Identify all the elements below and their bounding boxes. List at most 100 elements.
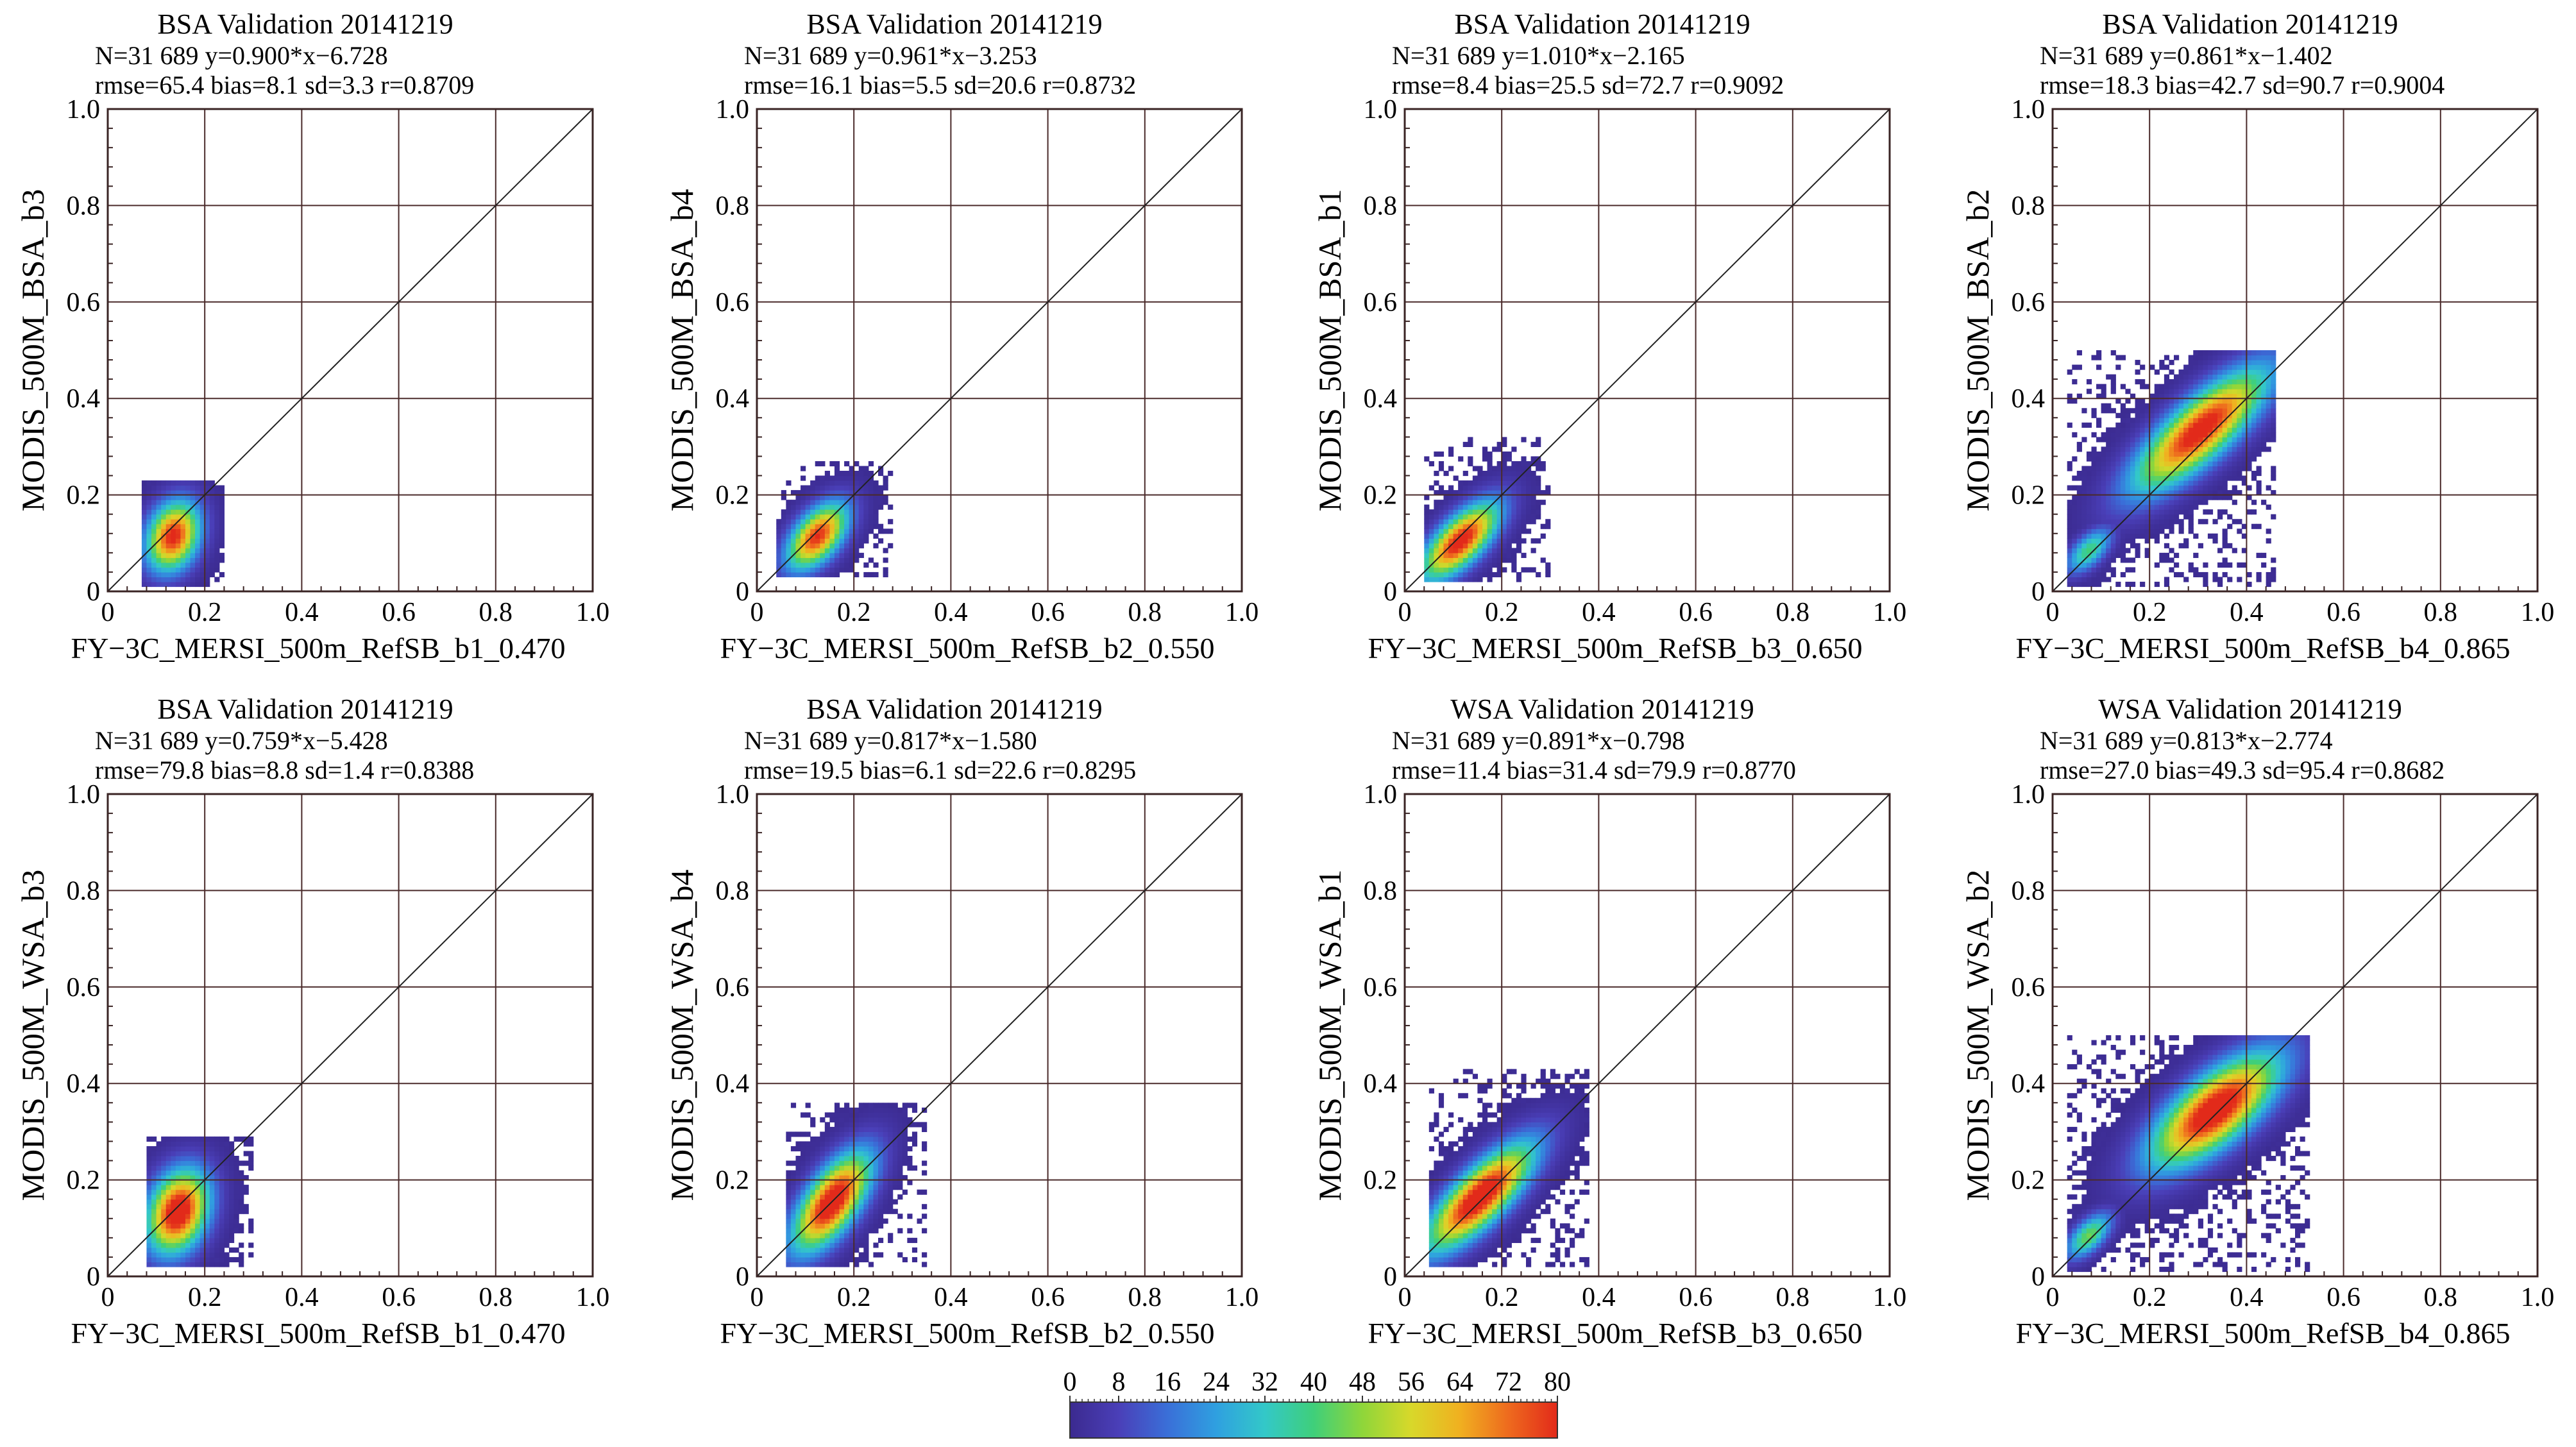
density-cell <box>190 490 196 496</box>
density-cell <box>810 538 816 544</box>
density-cell <box>897 1214 903 1219</box>
density-cell <box>858 538 864 544</box>
density-cell <box>2271 364 2276 370</box>
density-cell <box>156 490 162 496</box>
density-cell <box>1502 1078 1507 1084</box>
density-cell <box>849 1237 854 1243</box>
y-axis-label: MODIS_500M_BSA_b4 <box>664 189 700 512</box>
density-cell <box>2154 384 2160 389</box>
density-cell <box>834 1175 840 1181</box>
density-cell <box>2169 446 2174 452</box>
density-cell <box>1477 471 1483 477</box>
density-cell <box>820 1117 826 1122</box>
density-cell <box>1468 437 1473 443</box>
density-cell <box>849 543 854 548</box>
density-cell <box>878 1170 884 1176</box>
density-cell <box>2144 461 2150 467</box>
density-cell <box>1468 548 1473 554</box>
density-cell <box>180 543 186 548</box>
density-cell <box>2271 427 2276 433</box>
density-cell <box>219 1185 225 1190</box>
density-cell <box>911 1247 918 1253</box>
density-cell <box>863 1214 869 1219</box>
density-cell <box>888 1199 894 1205</box>
density-cell <box>1492 519 1498 525</box>
density-cell <box>1477 1136 1483 1142</box>
density-cell <box>2125 538 2131 544</box>
density-cell <box>2091 485 2097 491</box>
density-cell <box>2251 355 2257 360</box>
density-cell <box>1506 1252 1512 1258</box>
density-cell <box>820 1131 826 1137</box>
density-cell <box>2261 441 2267 447</box>
density-cell <box>175 1180 181 1185</box>
density-cell <box>824 543 830 548</box>
density-cell <box>1472 1126 1478 1132</box>
density-cell <box>849 1160 854 1166</box>
density-cell <box>2110 509 2116 515</box>
density-cell <box>195 577 201 582</box>
y-tick-label: 0.2 <box>67 481 101 511</box>
density-cell <box>190 500 196 505</box>
density-cell <box>209 1180 215 1185</box>
density-cell <box>229 1214 235 1219</box>
density-cell <box>1511 548 1517 554</box>
density-cell <box>2237 441 2242 447</box>
density-cell <box>2203 490 2208 496</box>
density-cell <box>151 500 157 505</box>
density-cell <box>2222 360 2228 366</box>
density-cell <box>1482 1175 1488 1181</box>
density-cell <box>1516 495 1522 500</box>
density-cell <box>824 557 830 563</box>
density-cell <box>829 1141 835 1147</box>
density-cell <box>1516 523 1522 529</box>
density-cell <box>2106 480 2112 486</box>
density-cell <box>1453 490 1459 496</box>
density-cell <box>180 1257 186 1263</box>
density-cell <box>2149 398 2155 404</box>
density-cell <box>888 529 894 534</box>
density-cell <box>2125 519 2131 525</box>
density-cell <box>805 1131 811 1137</box>
density-cell <box>1506 1199 1512 1205</box>
density-cell <box>2222 403 2228 409</box>
density-cell <box>195 1208 201 1214</box>
density-cell <box>878 1103 884 1108</box>
density-cell <box>171 562 176 568</box>
density-cell <box>1453 1151 1459 1156</box>
density-cell <box>829 1126 835 1132</box>
density-cell <box>1516 571 1522 578</box>
density-cell <box>2120 538 2126 544</box>
density-cell <box>2193 495 2199 500</box>
density-cell <box>883 1131 888 1137</box>
density-cell <box>199 571 205 578</box>
density-cell <box>883 1107 888 1113</box>
density-cell <box>2120 529 2126 534</box>
stats-line-2: rmse=79.8 bias=8.8 sd=1.4 r=0.8388 <box>95 756 474 784</box>
density-cell <box>1482 571 1488 578</box>
density-cell <box>2193 475 2199 481</box>
density-cell <box>1487 1218 1493 1224</box>
density-cell <box>2237 360 2242 366</box>
density-cell <box>2183 543 2189 548</box>
density-cell <box>1506 514 1512 520</box>
density-cell <box>2149 412 2155 418</box>
density-cell <box>2251 500 2257 505</box>
density-cell <box>839 519 845 525</box>
density-cell <box>1492 543 1498 548</box>
density-cell <box>2212 379 2218 385</box>
density-cell <box>2096 466 2102 471</box>
density-cell <box>858 1151 864 1156</box>
density-cell <box>2169 360 2174 366</box>
density-cell <box>883 480 888 486</box>
density-cell <box>165 1228 171 1233</box>
density-cell <box>2154 461 2160 467</box>
density-cell <box>2183 437 2189 443</box>
density-cell <box>1506 533 1512 539</box>
density-cell <box>1443 552 1449 558</box>
density-cell <box>863 1242 869 1248</box>
density-cell <box>2261 408 2267 414</box>
density-cell <box>2154 500 2160 505</box>
density-cell <box>824 1252 830 1258</box>
density-cell <box>175 1252 181 1258</box>
